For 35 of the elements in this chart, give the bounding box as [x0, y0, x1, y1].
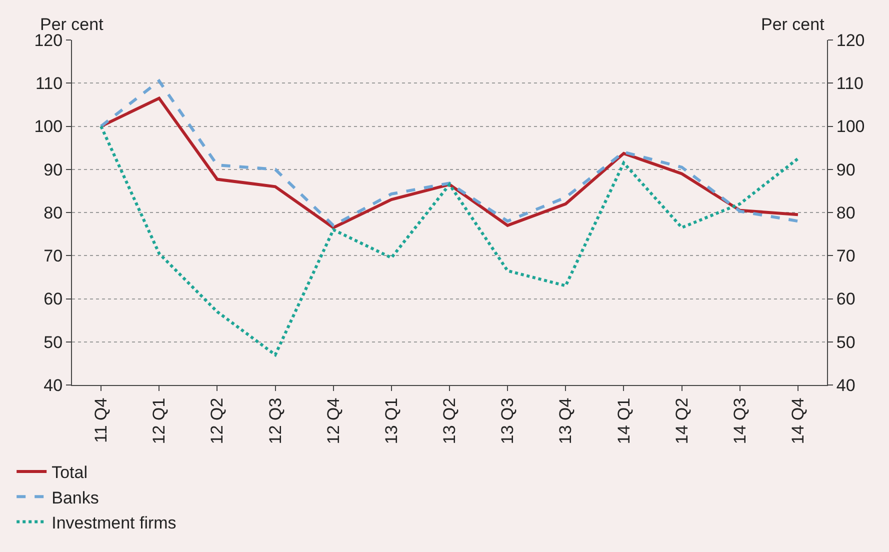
x-tick-label: 13 Q3	[498, 398, 518, 444]
line-series	[100, 124, 800, 356]
legend-label: Investment firms	[52, 513, 176, 532]
x-tick-label: 12 Q3	[266, 398, 285, 444]
y2-tick-label: 110	[836, 74, 864, 94]
x-tick-label: 12 Q2	[208, 398, 227, 444]
y2-tick-label: 50	[836, 332, 856, 352]
y-tick-label: 40	[44, 376, 63, 395]
y2-tick-label: 80	[836, 203, 856, 222]
x-tick-label: 13 Q4	[556, 398, 576, 444]
y2-axis-title: Per cent	[761, 15, 825, 34]
legend-label: Total	[52, 463, 88, 482]
y2-tick-label: 70	[836, 246, 856, 266]
y2-tick-label: 40	[836, 376, 856, 395]
y2-tick-label: 60	[836, 290, 856, 309]
x-tick-label: 14 Q3	[730, 398, 750, 444]
y2-tick-label: 120	[836, 30, 865, 50]
y-tick-label: 60	[44, 290, 63, 309]
y2-tick-label: 100	[836, 117, 865, 136]
y-tick-label: 50	[44, 332, 63, 352]
x-tick-label: 13 Q1	[382, 398, 401, 444]
x-tick-label: 14 Q2	[672, 398, 692, 444]
y2-tick-label: 90	[836, 160, 856, 180]
y-tick-label: 70	[44, 246, 63, 266]
x-tick-label: 13 Q2	[440, 398, 460, 444]
x-tick-label: 14 Q4	[788, 398, 808, 444]
y-tick-label: 100	[34, 117, 63, 136]
x-tick-label: 12 Q4	[324, 398, 343, 444]
y-tick-label: 110	[35, 74, 63, 94]
y-tick-label: 90	[44, 160, 63, 180]
x-tick-label: 14 Q1	[614, 398, 634, 444]
y-tick-label: 80	[44, 203, 63, 222]
x-tick-label: 11 Q4	[92, 398, 111, 443]
legend-label: Banks	[52, 488, 99, 508]
x-tick-label: 12 Q1	[150, 398, 169, 444]
